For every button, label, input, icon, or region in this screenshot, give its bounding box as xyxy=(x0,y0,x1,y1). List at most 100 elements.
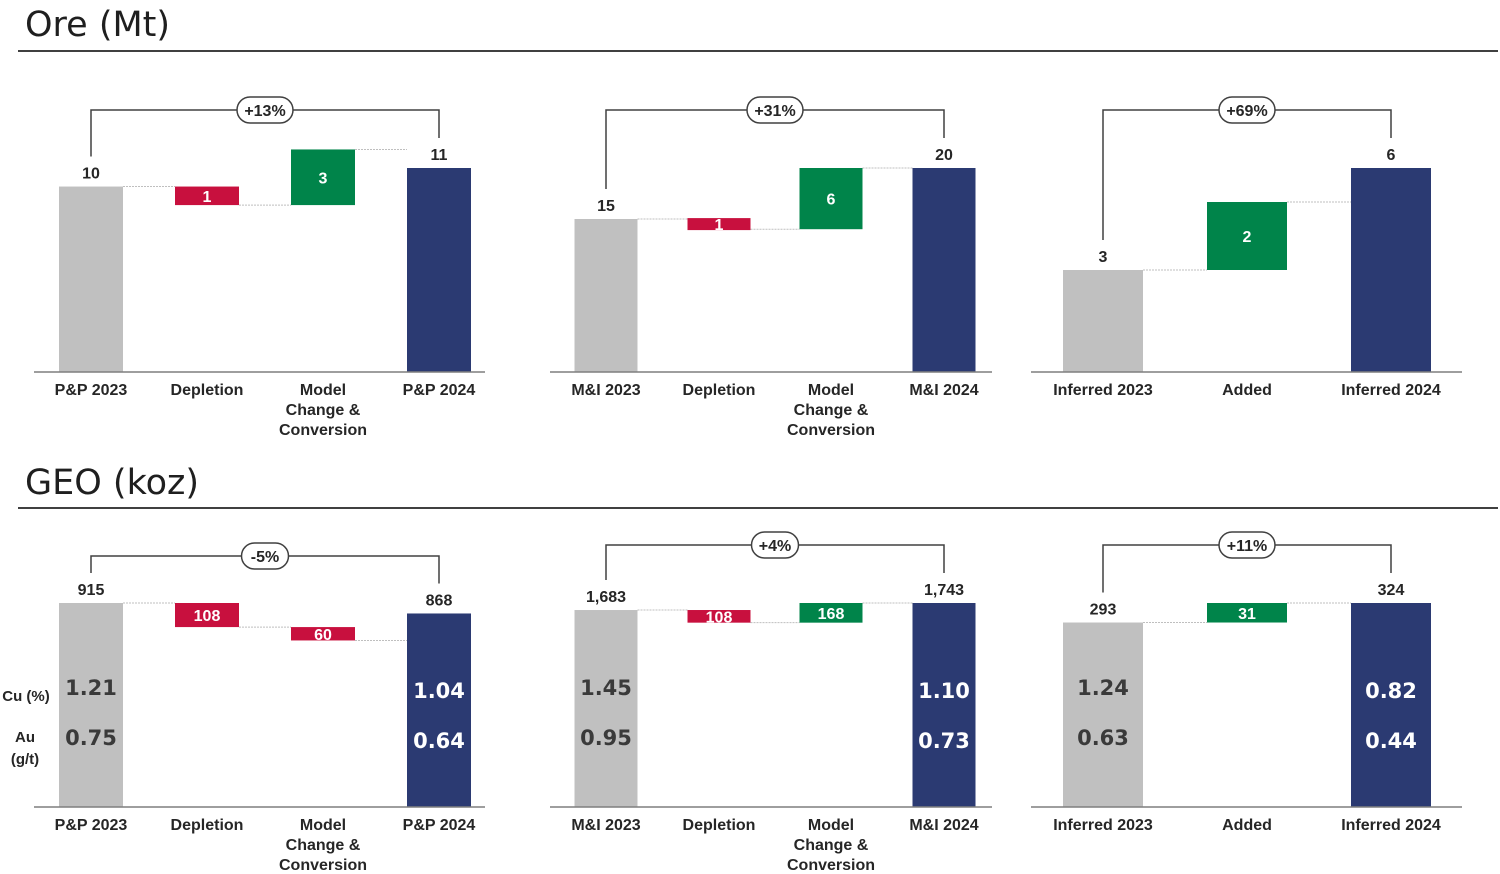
data-label: 60 xyxy=(314,627,332,644)
cu-grade-start: 1.45 xyxy=(580,676,632,700)
cu-grade-end: 0.82 xyxy=(1365,679,1417,703)
au-grade-unit-label: (g/t) xyxy=(11,751,39,768)
bar-p-p-2024 xyxy=(407,168,471,372)
bar-added xyxy=(1207,603,1287,623)
au-grade-start: 0.95 xyxy=(580,726,632,750)
change-label: +69% xyxy=(1226,103,1267,120)
data-label: 10 xyxy=(82,166,100,183)
data-label: 6 xyxy=(827,192,836,209)
cu-grade-end: 1.04 xyxy=(413,679,465,703)
category-label: Depletion xyxy=(171,382,244,399)
bar-inferred-2023 xyxy=(1063,622,1143,807)
category-label: Added xyxy=(1222,382,1272,399)
data-label: 108 xyxy=(706,609,733,626)
category-label: Change & xyxy=(286,402,361,419)
bar-depletion xyxy=(687,610,751,623)
data-label: 915 xyxy=(78,582,105,599)
bar-m-i-2024 xyxy=(912,603,976,807)
change-label: +4% xyxy=(759,538,791,555)
bar-model-change-conversion xyxy=(291,627,355,641)
data-label: 6 xyxy=(1387,147,1396,164)
data-label: 168 xyxy=(818,606,845,623)
data-label: 1 xyxy=(715,217,724,234)
change-pill xyxy=(750,531,800,559)
bar-model-change-conversion xyxy=(799,168,863,230)
data-label: 15 xyxy=(597,198,615,215)
change-pill xyxy=(1218,531,1276,559)
data-label: 11 xyxy=(431,147,448,164)
chart-geo-mi: 1,683 108 168 1,743 M&I 2023 Depletion Model Ch… xyxy=(550,531,992,874)
cu-grade-label: Cu (%) xyxy=(2,688,50,705)
category-label: P&P 2024 xyxy=(403,382,476,399)
ore-section-rule xyxy=(18,50,1498,52)
bar-inferred-2023 xyxy=(1063,270,1143,372)
cu-grade-start: 1.21 xyxy=(65,676,117,700)
au-grade-end: 0.64 xyxy=(413,729,465,753)
bar-added xyxy=(1207,202,1287,270)
category-label: Depletion xyxy=(683,817,756,834)
ore-section-title: Ore (Mt) xyxy=(25,5,171,45)
data-label: 324 xyxy=(1378,582,1405,599)
category-label: Inferred 2023 xyxy=(1053,382,1153,399)
category-label: Change & xyxy=(286,837,361,854)
change-label: +13% xyxy=(244,103,285,120)
bar-p-p-2023 xyxy=(59,603,123,807)
change-pill xyxy=(240,542,290,570)
category-label: Change & xyxy=(794,837,869,854)
category-label: Conversion xyxy=(279,857,367,874)
category-label: P&P 2023 xyxy=(55,817,128,834)
category-label: Inferred 2023 xyxy=(1053,817,1153,834)
category-label: M&I 2023 xyxy=(571,382,640,399)
bar-depletion xyxy=(175,186,239,206)
data-label: 1,683 xyxy=(586,589,626,606)
bar-p-p-2023 xyxy=(59,186,123,372)
data-label: 31 xyxy=(1238,606,1256,623)
bar-model-change-conversion xyxy=(291,149,355,206)
category-label: Depletion xyxy=(171,817,244,834)
category-label: Inferred 2024 xyxy=(1341,382,1441,399)
au-grade-end: 0.73 xyxy=(918,729,970,753)
category-label: Model xyxy=(300,817,346,834)
geo-section-rule xyxy=(18,507,1498,509)
category-label: Conversion xyxy=(279,422,367,439)
au-grade-start: 0.63 xyxy=(1077,726,1129,750)
chart-geo-pp: 915 108 60 868 P&P 2023 Depletion Model Change … xyxy=(34,542,485,874)
data-label: 20 xyxy=(935,147,953,164)
data-label: 3 xyxy=(1099,249,1108,266)
chart-ore-mi: 15 1 6 20 M&I 2023 Depletion Model Change & Conv… xyxy=(550,96,992,439)
au-grade-end: 0.44 xyxy=(1365,729,1417,753)
category-label: P&P 2023 xyxy=(55,382,128,399)
bar-p-p-2024 xyxy=(407,613,471,807)
cu-grade-end: 1.10 xyxy=(918,679,970,703)
au-grade-label: Au xyxy=(15,729,35,746)
bar-depletion xyxy=(687,218,751,231)
data-label: 2 xyxy=(1243,229,1252,246)
chart-geo-inf: 293 31 324 Inferred 2023 Added Inferred 2024 +… xyxy=(1031,531,1462,834)
category-label: Model xyxy=(808,817,854,834)
bar-m-i-2024 xyxy=(912,168,976,372)
bar-depletion xyxy=(175,603,239,628)
change-label: -5% xyxy=(251,549,279,566)
data-label: 868 xyxy=(426,592,453,609)
change-pill xyxy=(746,96,804,124)
cu-grade-start: 1.24 xyxy=(1077,676,1129,700)
change-pill xyxy=(236,96,294,124)
category-label: Model xyxy=(808,382,854,399)
category-label: Depletion xyxy=(683,382,756,399)
data-label: 108 xyxy=(194,608,221,625)
data-label: 1,743 xyxy=(924,582,964,599)
data-label: 293 xyxy=(1090,602,1117,619)
category-label: Model xyxy=(300,382,346,399)
category-label: Inferred 2024 xyxy=(1341,817,1441,834)
au-grade-start: 0.75 xyxy=(65,726,117,750)
change-label: +31% xyxy=(754,103,795,120)
change-label: +11% xyxy=(1227,538,1267,555)
geo-section-title: GEO (koz) xyxy=(25,463,200,503)
category-label: Added xyxy=(1222,817,1272,834)
data-label: 1 xyxy=(203,189,212,206)
chart-ore-inf: 3 2 6 Inferred 2023 Added Inferred 2024 +69% xyxy=(1031,96,1462,399)
category-label: Change & xyxy=(794,402,869,419)
category-label: M&I 2024 xyxy=(909,817,978,834)
category-label: P&P 2024 xyxy=(403,817,476,834)
